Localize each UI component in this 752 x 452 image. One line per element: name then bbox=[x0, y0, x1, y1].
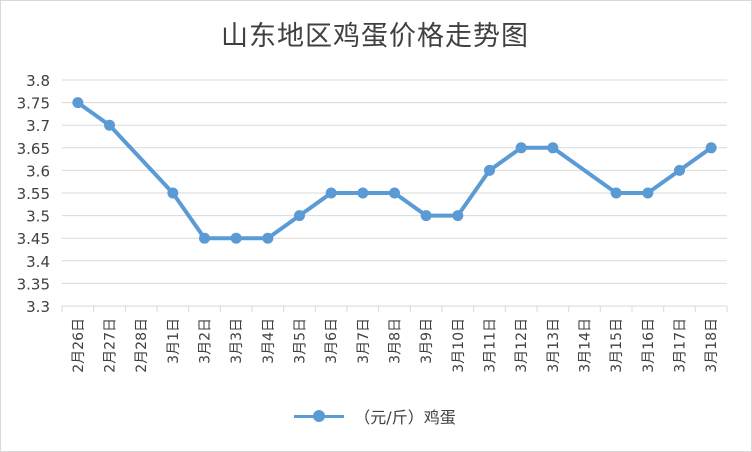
x-tick-label: 2月28日 bbox=[134, 318, 150, 373]
data-point bbox=[642, 187, 654, 199]
x-tick-label: 3月9日 bbox=[419, 318, 435, 364]
data-point bbox=[230, 232, 242, 244]
x-tick-label: 3月15日 bbox=[609, 318, 625, 373]
y-tick-label: 3.6 bbox=[26, 162, 50, 180]
data-point bbox=[515, 142, 527, 154]
y-tick-label: 3.8 bbox=[26, 72, 50, 90]
data-point bbox=[674, 164, 685, 176]
y-axis-ticks: 3.3 3.35 3.4 3.45 3.5 3.55 3.6 3.65 3.7 3.75 3.8 bbox=[17, 72, 50, 316]
y-tick-label: 3.3 bbox=[26, 298, 50, 316]
data-point bbox=[104, 119, 115, 131]
x-tick-label: 2月26日 bbox=[71, 318, 87, 373]
x-tick-label: 3月2日 bbox=[198, 318, 214, 364]
data-point bbox=[452, 210, 464, 222]
x-tick-label: 3月8日 bbox=[388, 318, 404, 364]
data-point bbox=[262, 232, 274, 244]
y-tick-label: 3.35 bbox=[17, 275, 50, 293]
y-tick-label: 3.5 bbox=[26, 208, 50, 226]
data-point bbox=[357, 187, 369, 199]
y-tick-label: 3.55 bbox=[17, 185, 50, 203]
data-point bbox=[199, 232, 210, 244]
x-tick-label: 3月1日 bbox=[166, 318, 182, 364]
x-tick-label: 3月4日 bbox=[261, 318, 277, 364]
x-tick-label: 3月7日 bbox=[356, 318, 372, 364]
data-point bbox=[420, 210, 432, 222]
data-point bbox=[325, 187, 337, 199]
x-tick-label: 3月5日 bbox=[293, 318, 309, 364]
x-tick-label: 3月14日 bbox=[578, 318, 594, 373]
x-tick-label: 3月11日 bbox=[483, 318, 499, 373]
data-point bbox=[484, 164, 495, 176]
x-tick-label: 2月27日 bbox=[103, 318, 119, 373]
x-tick-label: 3月3日 bbox=[229, 318, 245, 364]
legend-label: （元/斤）鸡蛋 bbox=[354, 408, 456, 427]
chart-title: 山东地区鸡蛋价格走势图 bbox=[221, 21, 529, 52]
x-axis-ticks: 2月26日 2月27日 2月28日 3月1日 3月2日 3月3日 3月4日 3月5日 3月6日 3… bbox=[61, 306, 728, 373]
data-point bbox=[547, 142, 559, 154]
y-tick-label: 3.75 bbox=[17, 95, 50, 113]
x-tick-label: 3月16日 bbox=[641, 318, 657, 373]
series-layer bbox=[72, 97, 717, 244]
data-point bbox=[610, 187, 622, 199]
data-point bbox=[167, 187, 179, 199]
y-tick-label: 3.7 bbox=[26, 117, 50, 135]
y-tick-label: 3.65 bbox=[17, 140, 50, 158]
x-tick-label: 3月17日 bbox=[673, 318, 689, 373]
data-point bbox=[294, 210, 305, 222]
y-tick-label: 3.4 bbox=[26, 253, 50, 271]
x-tick-label: 3月6日 bbox=[324, 318, 340, 364]
y-tick-label: 3.45 bbox=[17, 230, 50, 248]
data-point bbox=[72, 97, 84, 109]
legend: （元/斤）鸡蛋 bbox=[0, 404, 750, 428]
x-tick-label: 3月13日 bbox=[546, 318, 562, 373]
legend-line-marker-icon bbox=[294, 406, 345, 426]
x-tick-label: 3月10日 bbox=[451, 318, 467, 373]
data-point bbox=[705, 142, 717, 154]
x-tick-label: 3月18日 bbox=[704, 318, 720, 373]
data-point bbox=[389, 187, 400, 199]
x-tick-label: 3月12日 bbox=[514, 318, 530, 373]
